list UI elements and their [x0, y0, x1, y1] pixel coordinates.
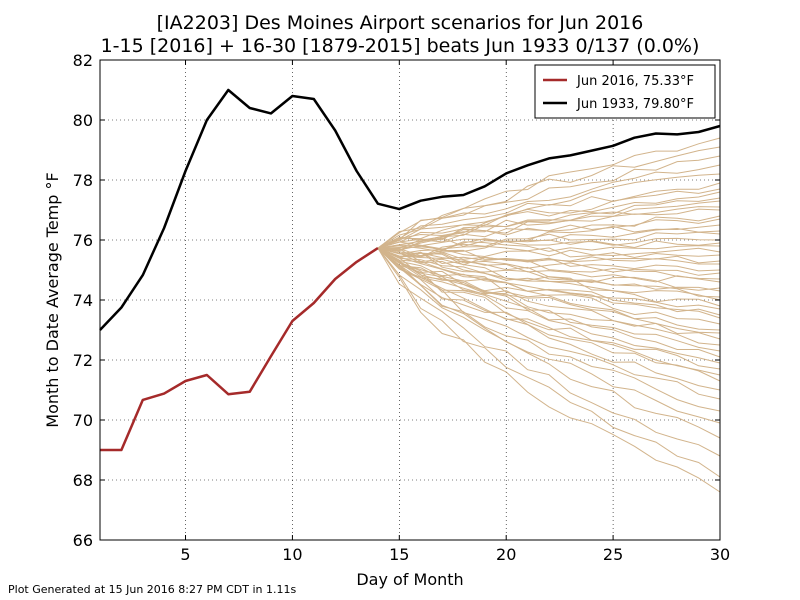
y-tick-label: 80 [73, 111, 93, 130]
x-tick-label: 30 [710, 545, 730, 564]
legend-box [534, 64, 716, 119]
axis-ticks: 5 10 15 20 25 30 66 68 70 72 74 76 78 80 82 [73, 51, 731, 564]
x-tick-label: 5 [180, 545, 190, 564]
footer-note: Plot Generated at 15 Jun 2016 8:27 PM CD… [8, 583, 297, 596]
scenario-line [377, 200, 721, 249]
scenario-line [377, 247, 721, 280]
y-tick-label: 70 [73, 411, 93, 430]
scenario-line [377, 197, 721, 249]
scenario-line [377, 247, 721, 310]
x-axis-label: Day of Month [356, 570, 463, 589]
scenario-line [377, 247, 721, 439]
scenario-line [377, 247, 721, 325]
grid [100, 59, 721, 541]
scenario-line [377, 243, 721, 259]
scenario-line [377, 247, 721, 391]
y-tick-label: 66 [73, 531, 93, 550]
scenario-line [377, 247, 721, 493]
chart-title: [IA2203] Des Moines Airport scenarios fo… [156, 12, 644, 34]
x-tick-label: 15 [389, 545, 409, 564]
scenario-line [377, 188, 721, 249]
scenario-line [377, 218, 721, 249]
scenario-line [377, 247, 721, 400]
scenario-line [377, 155, 721, 249]
scenario-line [377, 247, 721, 376]
scenario-line [377, 247, 721, 352]
scenario-line [377, 247, 721, 283]
y-tick-label: 82 [73, 51, 93, 70]
scenario-line [377, 247, 720, 265]
legend-label-jun-2016: Jun 2016, 75.33°F [576, 74, 694, 89]
chart-subtitle: 1-15 [2016] + 16-30 [1879-2015] beats Ju… [100, 35, 700, 57]
scenario-line [377, 246, 721, 258]
legend: Jun 2016, 75.33°F Jun 1933, 79.80°F [534, 64, 716, 119]
scenario-line [377, 247, 721, 331]
x-tick-label: 25 [603, 545, 623, 564]
scenario-line [377, 146, 721, 249]
series-line-0 [100, 247, 379, 452]
scenario-lines [377, 137, 721, 493]
scenario-line [377, 164, 721, 249]
series-lines [99, 88, 721, 452]
scenario-line [377, 247, 721, 424]
scenario-line [377, 247, 721, 358]
scenario-line [377, 231, 721, 250]
scenario-line [377, 208, 721, 249]
scenario-line [377, 247, 721, 264]
y-tick-label: 72 [73, 351, 93, 370]
scenario-line [377, 247, 721, 319]
series-line-1 [99, 88, 721, 331]
scenario-line [377, 227, 721, 252]
scenario-line [377, 247, 721, 301]
y-tick-label: 78 [73, 171, 93, 190]
scenario-line [377, 247, 721, 382]
scenario-line [377, 247, 721, 307]
y-tick-label: 76 [73, 231, 93, 250]
scenario-line [377, 247, 721, 457]
y-tick-label: 74 [73, 291, 93, 310]
scenario-line [377, 247, 721, 412]
scenario-line [377, 173, 721, 249]
scenario-line [377, 247, 721, 478]
y-tick-label: 68 [73, 471, 93, 490]
legend-label-jun-1933: Jun 1933, 79.80°F [576, 97, 694, 112]
y-axis-label: Month to Date Average Temp °F [43, 172, 62, 427]
scenario-line [377, 247, 721, 346]
x-tick-label: 10 [282, 545, 302, 564]
x-tick-label: 20 [496, 545, 516, 564]
